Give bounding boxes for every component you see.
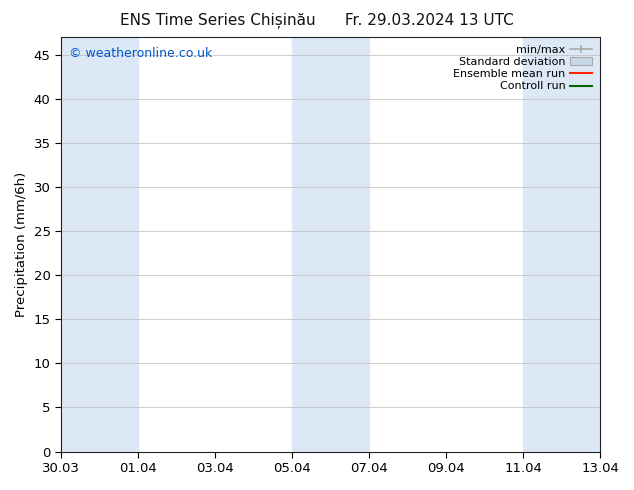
Bar <box>100 37 138 452</box>
Y-axis label: Precipitation (mm/6h): Precipitation (mm/6h) <box>15 172 28 317</box>
Legend: min/max, Standard deviation, Ensemble mean run, Controll run: min/max, Standard deviation, Ensemble me… <box>451 43 595 94</box>
Text: ENS Time Series Chișinău      Fr. 29.03.2024 13 UTC: ENS Time Series Chișinău Fr. 29.03.2024 … <box>120 12 514 28</box>
Text: © weatheronline.co.uk: © weatheronline.co.uk <box>69 48 212 60</box>
Bar <box>61 37 100 452</box>
Bar <box>523 37 600 452</box>
Bar <box>330 37 369 452</box>
Bar <box>292 37 330 452</box>
